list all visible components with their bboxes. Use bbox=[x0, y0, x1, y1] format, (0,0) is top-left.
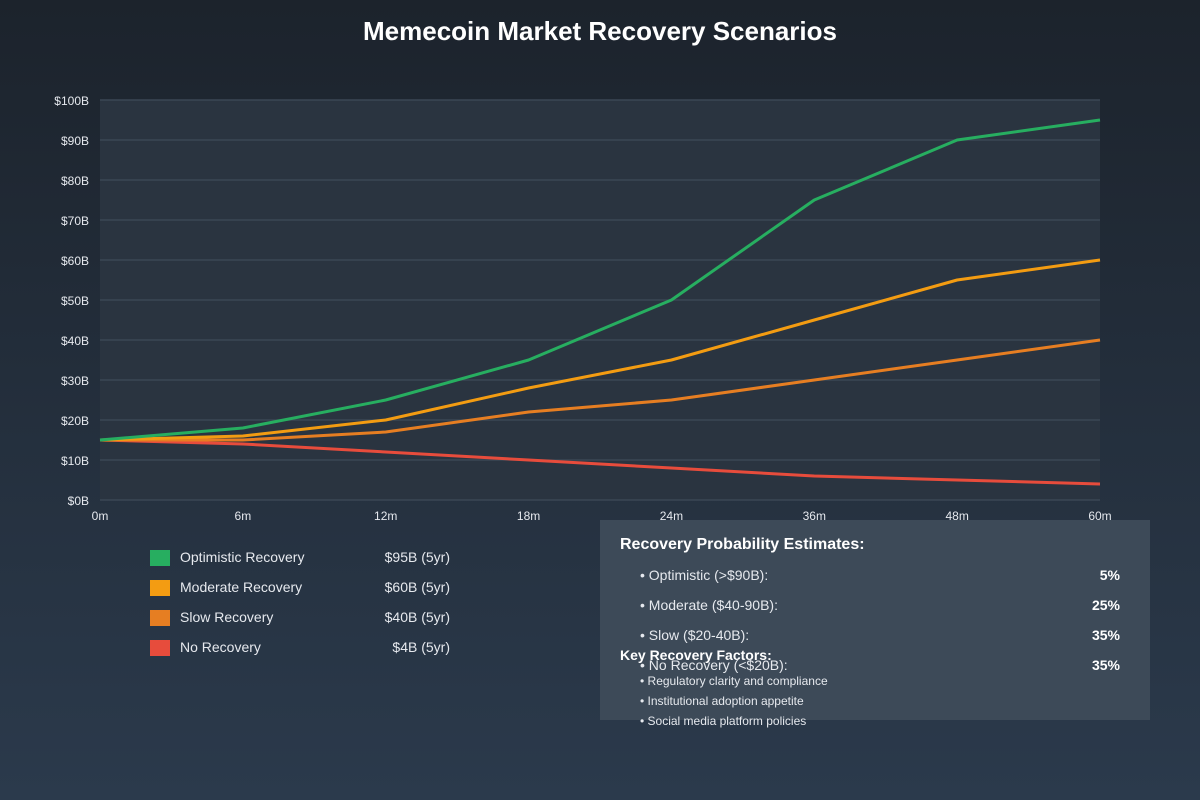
x-tick-label: 12m bbox=[374, 509, 397, 523]
x-tick-label: 24m bbox=[660, 509, 683, 523]
probability-label: • Slow ($20-40B): bbox=[640, 627, 750, 643]
y-tick-label: $10B bbox=[61, 454, 89, 468]
legend-value-moderate: $60B (5yr) bbox=[384, 579, 450, 595]
probability-row-slow: • Slow ($20-40B): 35% bbox=[640, 627, 1120, 645]
chart-title: Memecoin Market Recovery Scenarios bbox=[363, 16, 837, 46]
y-tick-label: $90B bbox=[61, 134, 89, 148]
legend-item-slow: Slow Recovery $40B (5yr) bbox=[150, 609, 450, 630]
legend-item-no-recovery: No Recovery $4B (5yr) bbox=[150, 639, 450, 660]
probability-panel: Recovery Probability Estimates: • Optimi… bbox=[600, 520, 1150, 728]
line-chart: $0B $10B $20B $30B $40B $50B $60B $70B $80B $90B $… bbox=[54, 94, 1111, 523]
y-tick-label: $100B bbox=[54, 94, 89, 108]
legend-value-no-recovery: $4B (5yr) bbox=[392, 639, 450, 655]
series-line-optimistic-recovery bbox=[99, 118, 1101, 442]
key-factor-item: • Regulatory clarity and compliance bbox=[640, 674, 828, 688]
legend-label-no-recovery: No Recovery bbox=[180, 639, 261, 655]
x-tick-label: 18m bbox=[517, 509, 540, 523]
probability-label: • Optimistic (>$90B): bbox=[640, 567, 769, 583]
series-line-moderate-recovery bbox=[99, 258, 1101, 442]
key-factor-item: • Social media platform policies bbox=[640, 714, 807, 728]
y-tick-label: $20B bbox=[61, 414, 89, 428]
x-tick-label: 6m bbox=[235, 509, 252, 523]
legend-item-optimistic: Optimistic Recovery $95B (5yr) bbox=[150, 549, 450, 570]
legend-swatch-optimistic bbox=[150, 550, 170, 566]
probability-value: 25% bbox=[1091, 597, 1120, 613]
y-tick-label: $60B bbox=[61, 254, 89, 268]
probability-label: • Moderate ($40-90B): bbox=[640, 597, 778, 613]
legend-item-moderate: Moderate Recovery $60B (5yr) bbox=[150, 579, 450, 600]
probability-row-optimistic: • Optimistic (>$90B): 5% bbox=[640, 567, 1120, 585]
y-tick-label: $80B bbox=[61, 174, 89, 188]
y-tick-label: $40B bbox=[61, 334, 89, 348]
probability-panel-title: Recovery Probability Estimates: bbox=[620, 536, 865, 553]
x-tick-label: 36m bbox=[803, 509, 826, 523]
series-line-no-recovery bbox=[99, 438, 1101, 486]
y-tick-label: $50B bbox=[61, 294, 89, 308]
series-line-slow-recovery bbox=[100, 338, 1101, 442]
legend-label-slow: Slow Recovery bbox=[180, 609, 274, 625]
probability-value: 35% bbox=[1091, 627, 1120, 643]
legend-label-moderate: Moderate Recovery bbox=[180, 579, 303, 595]
y-tick-label: $70B bbox=[61, 214, 89, 228]
x-tick-label: 48m bbox=[945, 509, 968, 523]
y-tick-label: $30B bbox=[61, 374, 89, 388]
key-factors-title: Key Recovery Factors: bbox=[620, 647, 772, 663]
legend-swatch-no-recovery bbox=[150, 640, 170, 656]
y-tick-label: $0B bbox=[68, 494, 89, 508]
probability-row-no-recovery: • No Recovery (<$20B): 35% bbox=[640, 657, 1120, 675]
legend-value-optimistic: $95B (5yr) bbox=[384, 549, 450, 565]
legend-value-slow: $40B (5yr) bbox=[384, 609, 450, 625]
probability-value: 35% bbox=[1091, 657, 1120, 673]
legend-swatch-moderate bbox=[150, 580, 170, 596]
probability-value: 5% bbox=[1099, 567, 1120, 583]
x-tick-label: 0m bbox=[92, 509, 109, 523]
probability-label: • No Recovery (<$20B): bbox=[640, 657, 788, 673]
key-factor-item: • Institutional adoption appetite bbox=[640, 694, 804, 708]
legend-swatch-slow bbox=[150, 610, 170, 626]
x-tick-label: 60m bbox=[1088, 509, 1111, 523]
probability-row-moderate: • Moderate ($40-90B): 25% bbox=[640, 597, 1120, 615]
legend-label-optimistic: Optimistic Recovery bbox=[180, 549, 305, 565]
